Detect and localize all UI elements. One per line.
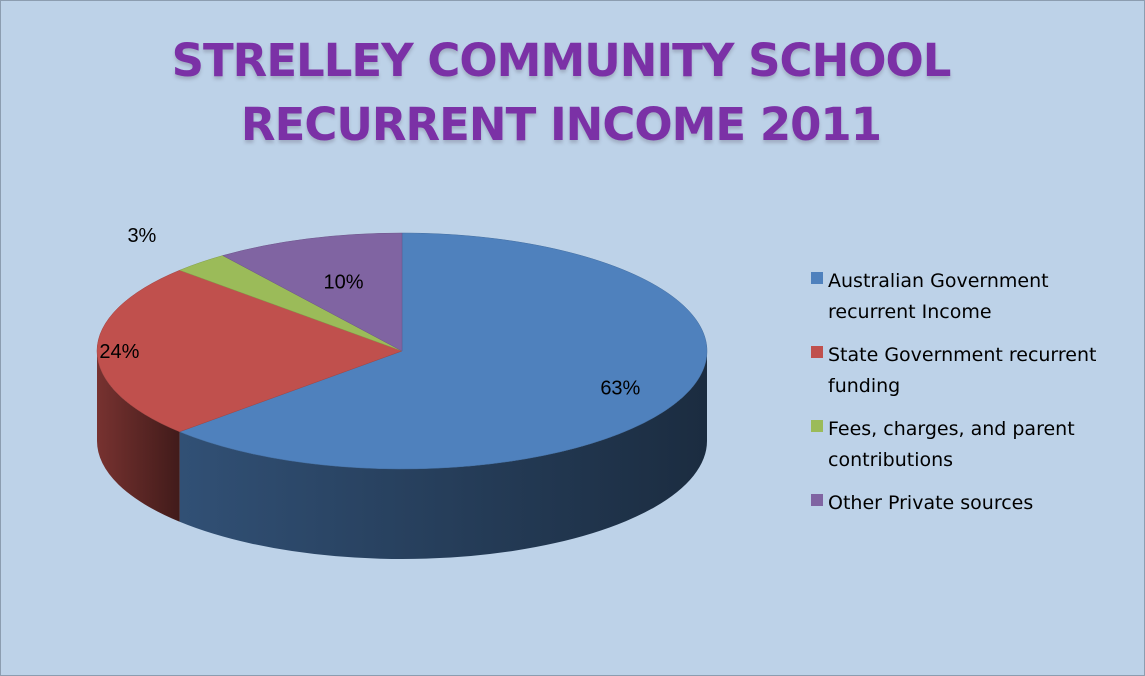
legend: Australian Government recurrent Income S… <box>801 266 1141 531</box>
legend-swatch <box>811 346 823 358</box>
legend-label: Other Private sources <box>828 492 1034 514</box>
data-label-1: 24% <box>99 341 139 363</box>
legend-label: Australian Government recurrent Income <box>828 270 1049 323</box>
pie-sides <box>97 351 708 559</box>
pie-chart: 63% 24% 3% 10% <box>96 225 708 559</box>
legend-item-state-government: State Government recurrent funding <box>801 340 1141 402</box>
pie-side-0 <box>179 351 708 559</box>
data-label-3: 10% <box>324 271 364 293</box>
pie-slice-0 <box>178 232 708 470</box>
pie-slice-3 <box>222 232 403 352</box>
chart-title: STRELLEY COMMUNITY SCHOOL RECURRENT INCO… <box>171 34 952 151</box>
legend-label: State Government recurrent funding <box>828 344 1097 397</box>
data-label-0: 63% <box>600 378 640 400</box>
legend-item-australian-government: Australian Government recurrent Income <box>801 266 1141 328</box>
legend-label: Fees, charges, and parent contributions <box>828 418 1075 471</box>
legend-item-fees-charges: Fees, charges, and parent contributions <box>801 414 1141 476</box>
legend-item-other-private: Other Private sources <box>801 488 1141 519</box>
pie-side-1 <box>97 351 180 522</box>
pie-tops <box>96 232 708 470</box>
legend-swatch <box>811 420 823 432</box>
pie-slice-1 <box>96 269 403 433</box>
legend-swatch <box>811 272 823 284</box>
data-label-2: 3% <box>127 225 156 247</box>
legend-swatch <box>811 494 823 506</box>
